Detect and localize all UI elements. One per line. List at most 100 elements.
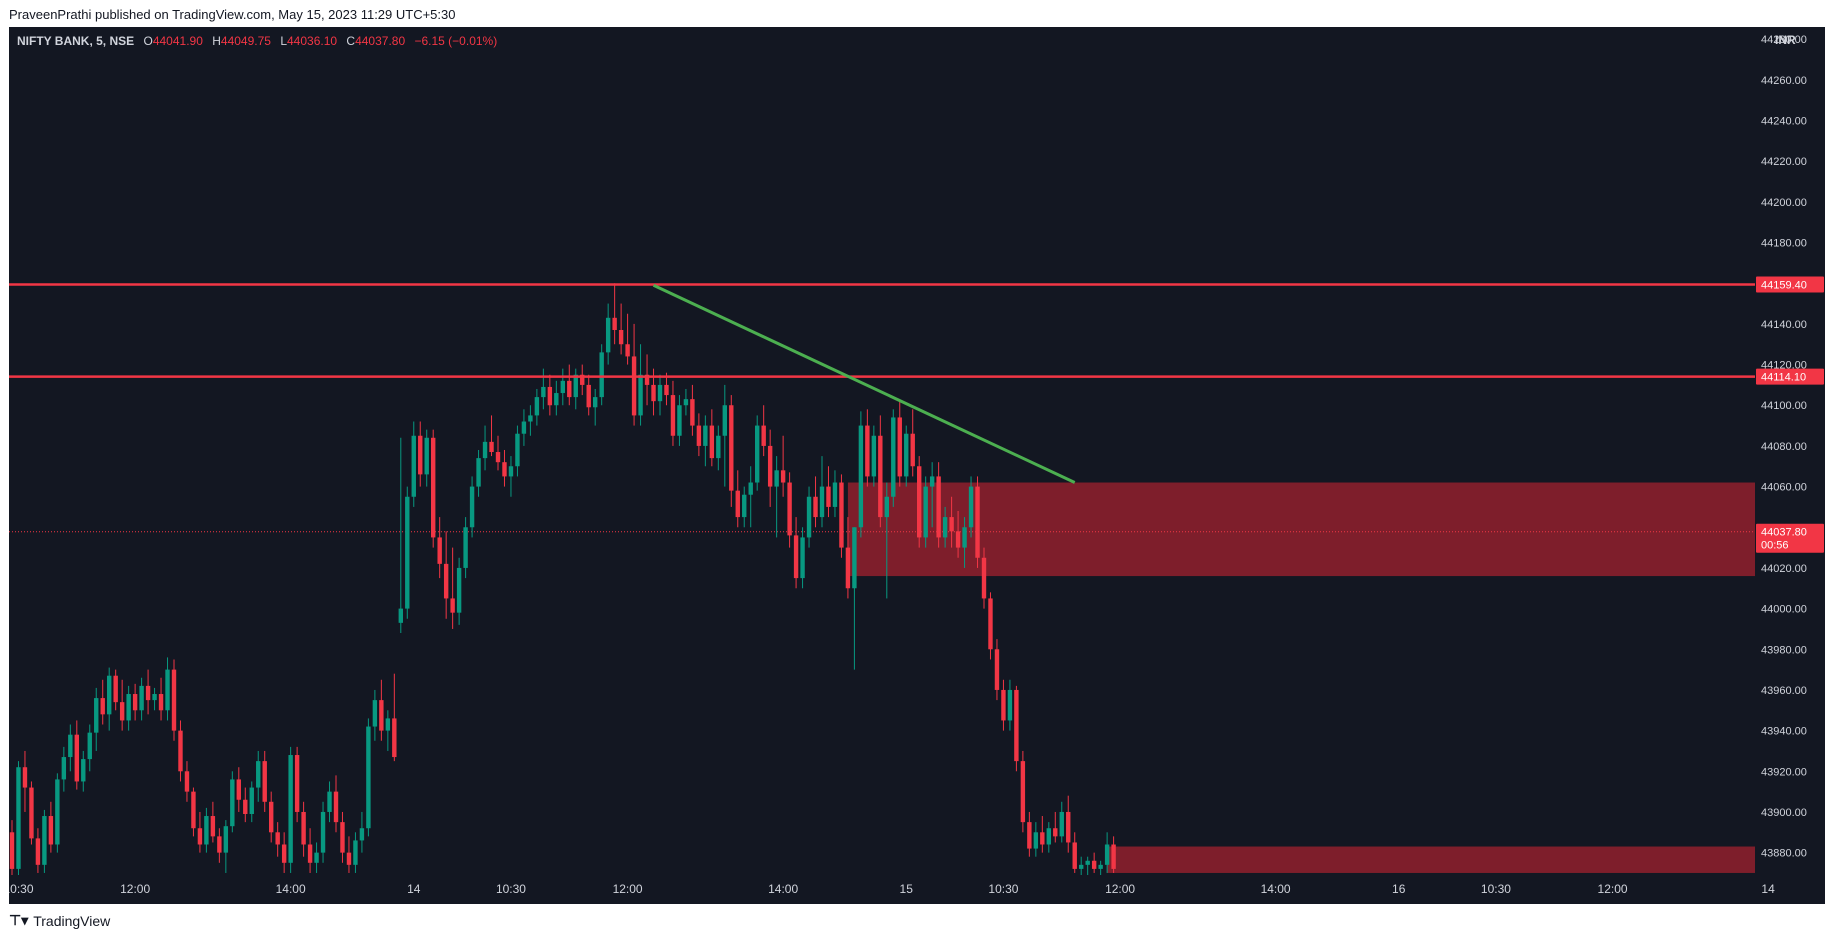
candle-body <box>599 352 604 398</box>
candle-body <box>631 356 637 416</box>
candle-body <box>398 608 403 623</box>
candle-body <box>904 433 909 477</box>
candle-body <box>1072 842 1077 869</box>
candle-body <box>988 598 993 650</box>
candle-body <box>314 852 319 863</box>
y-tick-label: 44280.00 <box>1761 34 1807 46</box>
candle-body <box>819 486 825 518</box>
y-tick-label: 44100.00 <box>1761 400 1807 412</box>
candle-body <box>29 787 34 839</box>
candle-body <box>204 816 209 845</box>
candle-body <box>126 694 131 721</box>
candle-body <box>1085 860 1090 865</box>
close-value: 44037.80 <box>355 34 406 48</box>
price-axis <box>1755 27 1825 904</box>
y-tick-label: 43980.00 <box>1761 644 1807 656</box>
candle-body <box>230 779 235 827</box>
current-price-tag-text: 44037.80 <box>1761 527 1807 539</box>
high-label: H <box>212 34 221 48</box>
candle-body <box>722 405 727 436</box>
candle-body <box>670 395 676 436</box>
candle-body <box>871 435 877 477</box>
resistance-price-tag-1-bg <box>1756 368 1824 385</box>
candle-body <box>858 425 864 528</box>
candle-body <box>767 445 773 487</box>
x-tick-label: 14:00 <box>1261 882 1291 896</box>
symbol-name[interactable]: NIFTY BANK, 5, NSE <box>17 34 135 48</box>
candle-body <box>495 452 501 463</box>
x-tick-label: 14:00 <box>276 882 306 896</box>
candle-body <box>139 685 144 711</box>
candle-body <box>68 734 73 758</box>
candle-body <box>826 486 831 507</box>
plot-layer <box>9 283 1755 875</box>
y-tick-label: 44080.00 <box>1761 441 1807 453</box>
candle-body <box>567 380 572 398</box>
candle-body <box>61 757 67 780</box>
candle-body <box>586 384 591 408</box>
close-label: C <box>346 34 356 48</box>
candle-body <box>696 425 702 446</box>
candle-body <box>962 527 967 548</box>
supply-zone-1 <box>1107 846 1755 873</box>
candle-body <box>547 386 553 406</box>
candle-body <box>48 816 54 845</box>
currency-label[interactable]: INR <box>1775 33 1796 47</box>
candle-body <box>554 393 559 406</box>
candle-body <box>476 458 481 487</box>
candle-body <box>1091 860 1097 869</box>
candle-body <box>845 547 851 589</box>
x-tick-label: 12:00 <box>1598 882 1628 896</box>
candle-body <box>897 417 902 477</box>
candle-body <box>917 466 922 538</box>
candle-body <box>424 437 429 475</box>
candle-body <box>1066 811 1071 843</box>
candle-body <box>891 417 896 497</box>
brand[interactable]: ⊤▾ TradingView <box>9 912 110 929</box>
candle-body <box>359 828 365 841</box>
candle-body <box>515 433 520 467</box>
candle-body <box>107 675 112 715</box>
candle-body <box>333 791 339 823</box>
candle-body <box>372 700 378 727</box>
x-tick-label: 10:30 <box>1481 882 1511 896</box>
candle-body <box>431 437 436 538</box>
y-tick-label: 43900.00 <box>1761 807 1807 819</box>
open-label: O <box>143 34 153 48</box>
y-tick-label: 44260.00 <box>1761 75 1807 87</box>
candle-body <box>249 787 254 814</box>
candle-body <box>281 844 287 863</box>
candle-body <box>735 490 740 518</box>
y-tick-label: 43940.00 <box>1761 726 1807 738</box>
candle-body <box>217 836 222 853</box>
candle-body <box>508 466 514 477</box>
candle-body <box>793 535 799 579</box>
tradingview-logo-icon: ⊤▾ <box>9 912 29 928</box>
supply-zone-0 <box>847 482 1755 577</box>
candle-body <box>534 397 540 416</box>
candle-body <box>74 734 79 782</box>
candle-body <box>456 567 462 613</box>
current-price-tag-text: 00:56 <box>1761 540 1789 552</box>
candle-body <box>145 685 151 701</box>
candle-body <box>353 840 358 865</box>
candle-body <box>392 718 397 758</box>
candle-body <box>411 435 416 497</box>
candle-body <box>942 517 948 538</box>
candle-body <box>780 470 786 483</box>
trendline <box>652 283 1076 484</box>
candlestick-chart[interactable]: 44280.00 44260.00 44240.00 44220.00 44200.00… <box>9 27 1825 904</box>
y-tick-label: 43880.00 <box>1761 848 1807 860</box>
candle-body <box>119 702 125 721</box>
candle-body <box>1040 832 1045 845</box>
high-value: 44049.75 <box>220 34 271 48</box>
x-tick-label: 12:00 <box>120 882 150 896</box>
footer: ⊤▾ TradingView <box>0 904 1834 939</box>
y-tick-label: 44140.00 <box>1761 319 1807 331</box>
brand-name: TradingView <box>33 912 111 929</box>
candle-body <box>936 476 941 538</box>
candle-body <box>55 779 60 845</box>
low-label: L <box>280 34 287 48</box>
x-tick-label: 12:00 <box>613 882 643 896</box>
chart-area[interactable]: 44280.00 44260.00 44240.00 44220.00 44200.00… <box>9 27 1825 904</box>
